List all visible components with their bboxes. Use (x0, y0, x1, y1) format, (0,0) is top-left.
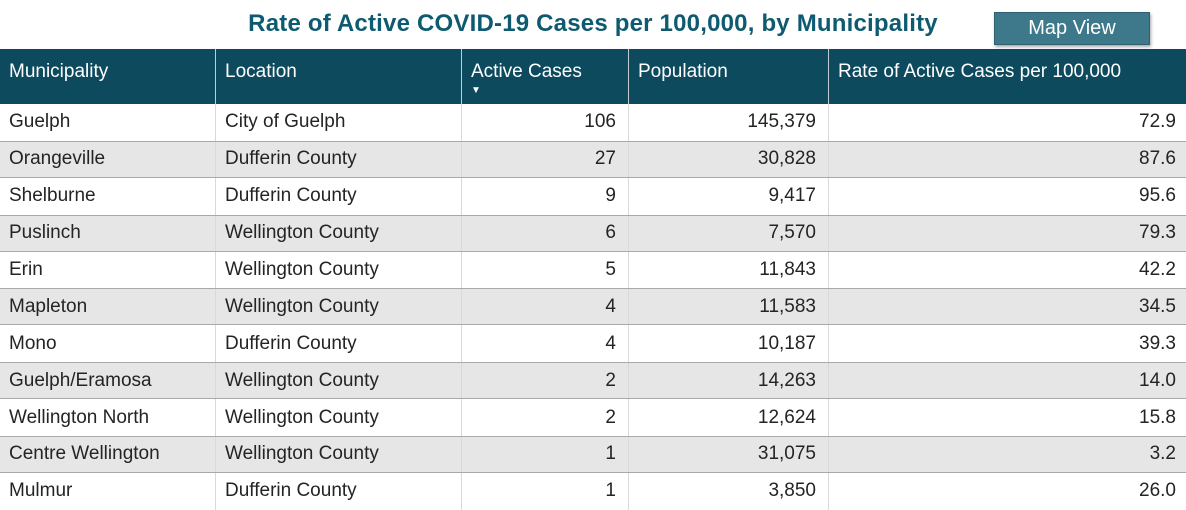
cell-population: 14,263 (628, 363, 828, 399)
cell-location: Dufferin County (215, 141, 461, 177)
column-header-population[interactable]: Population (628, 49, 828, 104)
column-header-active-cases[interactable]: Active Cases ▼ (461, 49, 628, 104)
cell-active-cases: 6 (461, 215, 628, 251)
table-row[interactable]: Shelburne Dufferin County 9 9,417 95.6 (0, 177, 1186, 215)
title-bar: Rate of Active COVID-19 Cases per 100,00… (0, 0, 1186, 49)
cell-rate: 79.3 (828, 215, 1186, 251)
cell-rate: 34.5 (828, 289, 1186, 325)
table-row[interactable]: Guelph/Eramosa Wellington County 2 14,263 14… (0, 362, 1186, 400)
cell-municipality: Puslinch (9, 222, 81, 244)
cell-active-cases: 1 (461, 472, 628, 510)
cell-municipality: Mulmur (9, 480, 73, 502)
cell-location: Wellington County (215, 437, 461, 472)
cell-municipality: Wellington North (9, 406, 150, 428)
cell-population: 3,850 (628, 472, 828, 510)
table-row[interactable]: Mulmur Dufferin County 1 3,850 26.0 (0, 472, 1186, 510)
cell-rate: 95.6 (828, 177, 1186, 215)
cell-location: Dufferin County (215, 177, 461, 215)
cell-municipality: Guelph (9, 111, 71, 133)
cell-population: 12,624 (628, 399, 828, 437)
cell-location: Wellington County (215, 251, 461, 289)
cell-population: 7,570 (628, 215, 828, 251)
cell-location: Wellington County (215, 399, 461, 437)
column-header-rate[interactable]: Rate of Active Cases per 100,000 (828, 49, 1186, 104)
cell-rate: 14.0 (828, 363, 1186, 399)
cell-municipality: Erin (9, 259, 43, 280)
cell-population: 9,417 (628, 177, 828, 215)
cell-rate: 42.2 (828, 251, 1186, 289)
cell-location: Dufferin County (215, 325, 461, 363)
data-table: Municipality Location Active Cases ▼ Pop… (0, 49, 1186, 510)
cell-population: 11,843 (628, 251, 828, 289)
cell-active-cases: 5 (461, 251, 628, 289)
cell-rate: 26.0 (828, 472, 1186, 510)
table-row[interactable]: Orangeville Dufferin County 27 30,828 87.6 (0, 140, 1186, 178)
cell-location: Wellington County (215, 289, 461, 325)
column-header-label: Location (225, 61, 297, 82)
cell-population: 145,379 (628, 104, 828, 141)
map-view-button[interactable]: Map View (994, 12, 1150, 45)
cell-location: City of Guelph (215, 104, 461, 141)
table-body: Guelph City of Guelph 106 145,379 72.9 Orange… (0, 104, 1186, 510)
cell-location: Dufferin County (215, 472, 461, 510)
cell-rate: 72.9 (828, 104, 1186, 141)
cell-municipality: Shelburne (9, 185, 96, 207)
cell-population: 10,187 (628, 325, 828, 363)
cell-active-cases: 27 (461, 141, 628, 177)
cell-active-cases: 1 (461, 437, 628, 472)
table-row[interactable]: Wellington North Wellington County 2 12,624… (0, 399, 1186, 437)
cell-active-cases: 4 (461, 325, 628, 363)
column-header-location[interactable]: Location (215, 49, 461, 104)
cell-municipality: Centre Wellington (9, 443, 160, 465)
cell-active-cases: 2 (461, 363, 628, 399)
cell-location: Wellington County (215, 215, 461, 251)
cell-municipality: Mono (9, 332, 57, 354)
table-row[interactable]: Mono Dufferin County 4 10,187 39.3 (0, 325, 1186, 363)
table-row[interactable]: Centre Wellington Wellington County 1 31,07… (0, 436, 1186, 473)
column-header-municipality[interactable]: Municipality (0, 49, 215, 104)
column-header-label: Rate of Active Cases per 100,000 (838, 61, 1122, 82)
column-header-label: Municipality (9, 61, 109, 82)
column-header-label: Population (638, 61, 728, 82)
table-row[interactable]: Puslinch Wellington County 6 7,570 79.3 (0, 214, 1186, 252)
table-row[interactable]: Guelph City of Guelph 106 145,379 72.9 (0, 104, 1186, 141)
cell-active-cases: 4 (461, 289, 628, 325)
cell-rate: 87.6 (828, 141, 1186, 177)
table-header-row: Municipality Location Active Cases ▼ Pop… (0, 49, 1186, 104)
cell-rate: 15.8 (828, 399, 1186, 437)
cell-population: 11,583 (628, 289, 828, 325)
cell-active-cases: 2 (461, 399, 628, 437)
cell-municipality: Guelph/Eramosa (9, 369, 152, 391)
cell-municipality: Mapleton (9, 295, 88, 317)
cell-active-cases: 106 (461, 104, 628, 141)
cell-rate: 39.3 (828, 325, 1186, 363)
table-row[interactable]: Erin Wellington County 5 11,843 42.2 (0, 251, 1186, 289)
cell-active-cases: 9 (461, 177, 628, 215)
cell-rate: 3.2 (828, 437, 1186, 472)
cell-population: 31,075 (628, 437, 828, 472)
cell-location: Wellington County (215, 363, 461, 399)
page-title: Rate of Active COVID-19 Cases per 100,00… (248, 10, 938, 37)
sort-descending-icon: ▼ (471, 85, 481, 96)
column-header-label: Active Cases (471, 61, 582, 82)
cell-population: 30,828 (628, 141, 828, 177)
table-row[interactable]: Mapleton Wellington County 4 11,583 34.5 (0, 288, 1186, 326)
cell-municipality: Orangeville (9, 148, 106, 170)
